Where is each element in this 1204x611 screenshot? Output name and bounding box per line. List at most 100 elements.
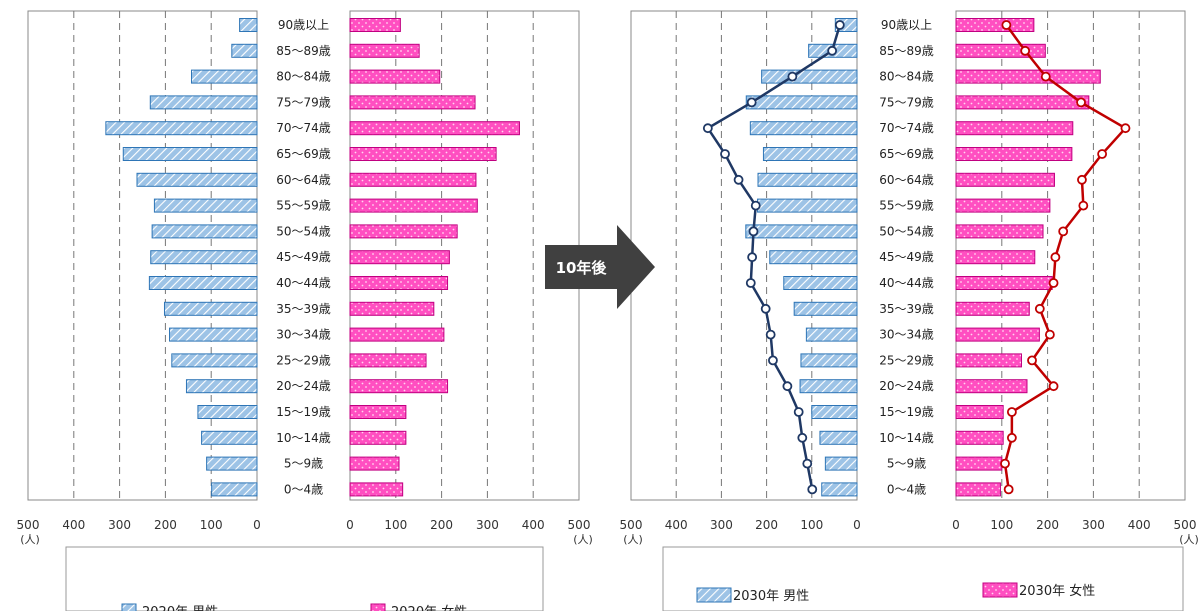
male-bar bbox=[758, 199, 857, 212]
male-2020-point bbox=[788, 73, 796, 81]
category-label: 70～74歳 bbox=[276, 121, 331, 135]
category-label: 25～29歳 bbox=[276, 353, 331, 367]
female-bar bbox=[956, 44, 1045, 57]
female-bar bbox=[350, 251, 449, 264]
female-bar bbox=[956, 483, 1000, 496]
category-label: 0～4歳 bbox=[887, 482, 926, 496]
category-label: 40～44歳 bbox=[879, 276, 934, 290]
category-label: 70～74歳 bbox=[879, 121, 934, 135]
male-2020-point bbox=[783, 382, 791, 390]
male-2020-point bbox=[803, 460, 811, 468]
category-label: 45～49歳 bbox=[276, 250, 331, 264]
female-2020-point bbox=[1002, 21, 1010, 29]
category-label: 5～9歳 bbox=[284, 457, 323, 471]
male-2020-point bbox=[704, 124, 712, 132]
female-2020-point bbox=[1079, 202, 1087, 210]
male-2020-point bbox=[762, 305, 770, 313]
category-label: 55～59歳 bbox=[276, 199, 331, 213]
category-label: 75～79歳 bbox=[879, 95, 934, 109]
legend-swatch-female bbox=[983, 583, 1017, 597]
x-tick-label: 100 bbox=[800, 518, 823, 532]
female-bar bbox=[956, 96, 1089, 109]
male-bar bbox=[212, 483, 257, 496]
male-2020-point bbox=[747, 279, 755, 287]
male-bar bbox=[123, 148, 257, 161]
category-label: 40～44歳 bbox=[276, 276, 331, 290]
female-2020-point bbox=[1021, 47, 1029, 55]
female-bar bbox=[350, 328, 444, 341]
male-2020-point bbox=[748, 98, 756, 106]
female-bar bbox=[956, 277, 1052, 290]
female-bar bbox=[350, 148, 496, 161]
male-bar bbox=[763, 148, 857, 161]
male-bar bbox=[762, 70, 857, 83]
category-label: 50～54歳 bbox=[879, 224, 934, 238]
x-tick-label: 100 bbox=[200, 518, 223, 532]
female-2020-point bbox=[1059, 227, 1067, 235]
x-tick-label: 300 bbox=[476, 518, 499, 532]
x-tick-label: 500 bbox=[17, 518, 40, 532]
male-bar bbox=[758, 173, 857, 186]
female-bar bbox=[956, 122, 1073, 135]
x-tick-label: 400 bbox=[62, 518, 85, 532]
female-bar bbox=[350, 277, 448, 290]
legend-swatch-male bbox=[697, 588, 731, 602]
x-tick-label: 200 bbox=[1036, 518, 1059, 532]
category-label: 85～89歳 bbox=[879, 44, 934, 58]
male-bar bbox=[198, 406, 257, 419]
female-bar bbox=[956, 354, 1021, 367]
female-2020-point bbox=[1008, 434, 1016, 442]
unit-label-left: (人) bbox=[20, 533, 40, 546]
female-2020-point bbox=[1051, 253, 1059, 261]
legend-label: 2020年 男性 bbox=[142, 605, 218, 611]
male-2020-point bbox=[828, 47, 836, 55]
male-bar bbox=[784, 277, 857, 290]
male-2020-point bbox=[748, 253, 756, 261]
female-bar bbox=[956, 380, 1027, 393]
female-bar bbox=[956, 328, 1039, 341]
male-bar bbox=[106, 122, 257, 135]
female-2020-point bbox=[1050, 382, 1058, 390]
category-label: 35～39歳 bbox=[879, 302, 934, 316]
x-tick-label: 200 bbox=[154, 518, 177, 532]
chart-2020: 500 400 300 200 100 0 0 100 200 300 400 500(人) (人)90… bbox=[17, 11, 593, 546]
male-bar bbox=[137, 173, 257, 186]
category-label: 20～24歳 bbox=[879, 379, 934, 393]
male-2020-point bbox=[808, 485, 816, 493]
female-bar bbox=[350, 44, 419, 57]
male-bar bbox=[750, 122, 857, 135]
category-label: 30～34歳 bbox=[276, 328, 331, 342]
female-bar bbox=[350, 122, 519, 135]
male-2020-point bbox=[795, 408, 803, 416]
male-bar bbox=[192, 70, 257, 83]
male-2020-point bbox=[798, 434, 806, 442]
x-tick-label: 100 bbox=[990, 518, 1013, 532]
male-bar bbox=[150, 96, 257, 109]
x-tick-label: 200 bbox=[430, 518, 453, 532]
female-bar bbox=[350, 70, 440, 83]
male-bar bbox=[825, 457, 857, 470]
male-2020-point bbox=[836, 21, 844, 29]
category-label: 50～54歳 bbox=[276, 224, 331, 238]
legend-box-2020 bbox=[66, 547, 543, 611]
category-label: 90歳以上 bbox=[881, 18, 932, 32]
male-bar bbox=[801, 354, 857, 367]
female-bar bbox=[350, 483, 403, 496]
unit-label-left: (人) bbox=[623, 533, 643, 546]
male-bar bbox=[170, 328, 257, 341]
x-tick-label: 0 bbox=[253, 518, 261, 532]
male-bar bbox=[806, 328, 857, 341]
female-bar bbox=[350, 354, 426, 367]
male-bar bbox=[746, 96, 857, 109]
category-label: 75～79歳 bbox=[276, 95, 331, 109]
female-bar bbox=[956, 302, 1029, 315]
female-bar bbox=[350, 380, 448, 393]
category-label: 0～4歳 bbox=[284, 482, 323, 496]
female-bar bbox=[956, 199, 1050, 212]
male-bar bbox=[800, 380, 857, 393]
category-label: 15～19歳 bbox=[276, 405, 331, 419]
male-bar bbox=[151, 251, 257, 264]
female-bar bbox=[350, 406, 406, 419]
male-bar bbox=[202, 431, 257, 444]
male-bar bbox=[186, 380, 257, 393]
